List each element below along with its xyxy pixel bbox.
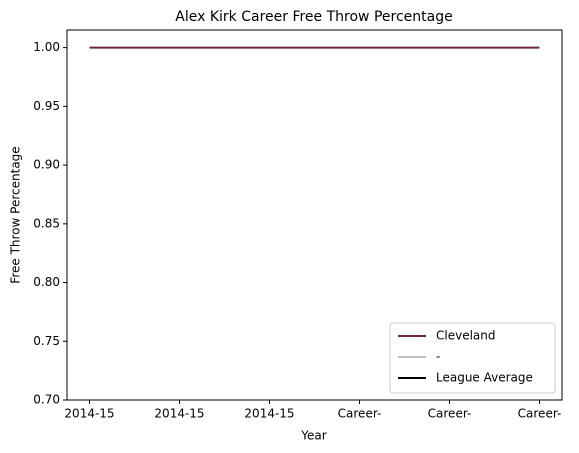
legend-label: Cleveland [436, 329, 496, 343]
y-tick-label: 0.95 [33, 99, 60, 113]
y-tick-label: 0.85 [33, 216, 60, 230]
plot-frame [66, 29, 563, 401]
y-tick-label: 1.00 [33, 40, 60, 54]
x-tick-label: Career- [518, 407, 562, 421]
x-tick-label: Career- [428, 407, 472, 421]
y-axis-label: Free Throw Percentage [9, 146, 23, 283]
x-tick-label: 2014-15 [244, 407, 294, 421]
y-tick-label: 0.80 [33, 275, 60, 289]
chart-title: Alex Kirk Career Free Throw Percentage [175, 9, 452, 25]
x-tick-label: Career- [338, 407, 382, 421]
legend-label: League Average [436, 371, 533, 385]
y-tick-label: 0.70 [33, 393, 60, 407]
legend-box [389, 322, 556, 394]
legend-label: - [436, 350, 440, 364]
x-axis-label: Year [300, 429, 326, 443]
x-tick-label: 2014-15 [64, 407, 114, 421]
y-tick-label: 0.90 [33, 158, 60, 172]
y-tick-label: 0.75 [33, 334, 60, 348]
x-tick-label: 2014-15 [154, 407, 204, 421]
